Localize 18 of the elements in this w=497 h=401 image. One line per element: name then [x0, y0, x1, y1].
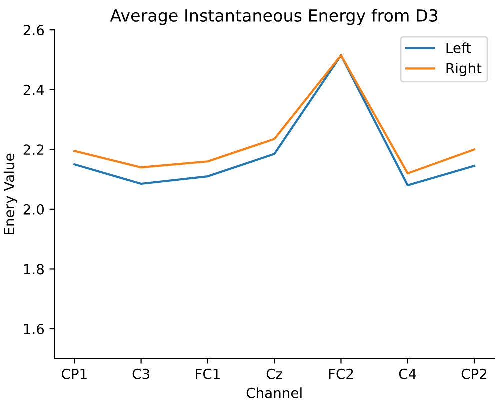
x-tick-label: FC2 — [329, 368, 354, 380]
x-axis-title: Channel — [246, 388, 302, 398]
chart-title: Average Instantaneous Energy from D3 — [110, 9, 438, 26]
x-tick-label: CP2 — [462, 368, 487, 380]
legend-label: Left — [446, 42, 472, 54]
y-tick-label: 1.6 — [24, 324, 44, 334]
y-tick-label: 2.2 — [24, 144, 44, 155]
x-tick-label: C3 — [132, 368, 150, 380]
y-tick-label: 2.0 — [24, 204, 44, 215]
y-axis-title: Enery Value — [4, 154, 18, 234]
x-tick-label: C4 — [399, 368, 416, 380]
x-tick-label: Cz — [266, 368, 282, 380]
y-tick-label: 1.8 — [24, 264, 44, 275]
x-tick-label: CP1 — [62, 368, 87, 380]
x-tick-label: FC1 — [196, 368, 220, 380]
y-tick-label: 2.6 — [24, 25, 44, 36]
legend-label: Right — [446, 62, 482, 76]
y-tick-label: 2.4 — [24, 84, 44, 96]
